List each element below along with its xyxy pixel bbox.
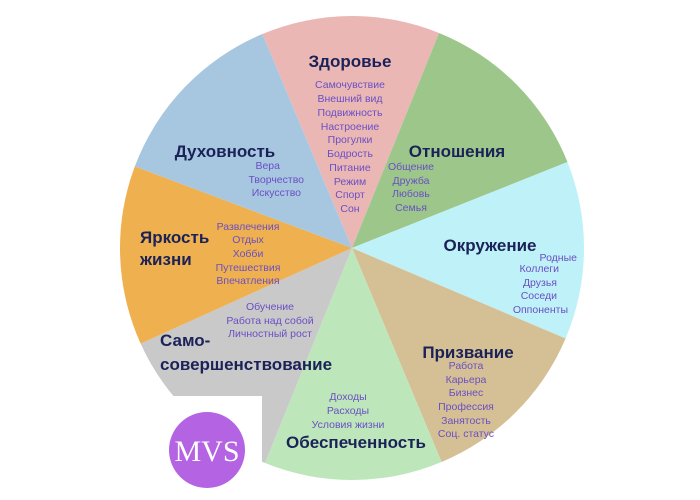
sector-wedge-environment <box>352 162 585 339</box>
list-item: Впечатления <box>216 275 279 287</box>
logo-badge: MVS <box>169 412 245 488</box>
environment-items: Родные Коллеги Друзья Соседи Оппоненты <box>513 252 577 316</box>
sector-title-relationships: Отношения <box>409 142 505 161</box>
list-item: Любовь <box>392 188 430 200</box>
sector-wedge-relationships <box>352 32 568 249</box>
sector-title-environment: Окружение <box>443 236 536 255</box>
list-item: Отдых <box>232 234 264 246</box>
list-item: Карьера <box>446 374 487 386</box>
list-item: Развлечения <box>217 221 280 233</box>
list-item: Личностный рост <box>228 328 312 340</box>
sector-wedge-spirituality <box>134 34 352 248</box>
logo-text: MVS <box>174 435 239 468</box>
list-item: Профессия <box>438 401 494 413</box>
list-item: Бизнес <box>449 387 483 399</box>
sector-wedge-health <box>262 15 440 249</box>
vocation-items: Работа Карьера Бизнес Профессия Занятост… <box>438 360 494 440</box>
list-item: Питание <box>329 162 371 174</box>
sector-title-spirituality: Духовность <box>175 142 276 161</box>
brightness-items: Развлечения Отдых Хобби Путешествия Впеч… <box>216 221 281 287</box>
sector-title-brightness-line1: Яркость <box>140 228 209 247</box>
list-item: Дружба <box>393 175 430 187</box>
list-item: Режим <box>334 176 366 188</box>
list-item: Внешний вид <box>317 93 382 105</box>
sector-title-health: Здоровье <box>309 52 392 71</box>
sector-title-self-improvement-line1: Само- <box>160 331 210 350</box>
list-item: Подвижность <box>318 107 383 119</box>
list-item: Самочувствие <box>315 79 385 91</box>
sector-title-vocation: Призвание <box>422 343 513 362</box>
list-item: Расходы <box>327 405 369 417</box>
list-item: Доходы <box>329 391 366 403</box>
list-item: Соседи <box>521 290 557 302</box>
list-item: Друзья <box>523 277 557 289</box>
list-item: Настроение <box>321 121 380 133</box>
list-item: Соц. статус <box>438 428 494 440</box>
list-item: Семья <box>395 202 427 214</box>
list-item: Хобби <box>233 248 264 260</box>
list-item: Условия жизни <box>312 419 385 431</box>
list-item: Спорт <box>335 189 365 201</box>
sector-wedge-provision <box>264 248 442 480</box>
self-improvement-items: Обучение Работа над собой Личностный рос… <box>226 301 313 340</box>
sector-title-self-improvement-line2: совершенствование <box>160 355 332 374</box>
list-item: Вера <box>255 160 280 172</box>
list-item: Коллеги <box>519 263 559 275</box>
spirituality-items: Вера Творчество Искусство <box>248 160 304 199</box>
health-items: Самочувствие Внешний вид Подвижность Нас… <box>315 79 385 215</box>
logo-circle <box>169 412 245 488</box>
sector-wedge-vocation <box>352 248 566 463</box>
relationships-items: Общение Дружба Любовь Семья <box>388 161 434 214</box>
list-item: Творчество <box>248 174 304 186</box>
list-item: Родные <box>540 252 578 264</box>
list-item: Работа <box>449 360 484 372</box>
list-item: Общение <box>388 161 434 173</box>
list-item: Путешествия <box>216 262 281 274</box>
list-item: Обучение <box>246 301 294 313</box>
list-item: Работа над собой <box>226 315 313 327</box>
list-item: Оппоненты <box>513 304 568 316</box>
list-item: Прогулки <box>328 134 373 146</box>
sector-title-brightness-line2: жизни <box>139 250 192 269</box>
sector-title-provision: Обеспеченность <box>286 433 426 452</box>
list-item: Сон <box>340 203 359 215</box>
list-item: Бодрость <box>327 148 373 160</box>
provision-items: Доходы Расходы Условия жизни <box>312 391 385 431</box>
list-item: Занятость <box>441 415 491 427</box>
list-item: Искусство <box>252 187 301 199</box>
sector-wedge-brightness <box>120 166 352 344</box>
